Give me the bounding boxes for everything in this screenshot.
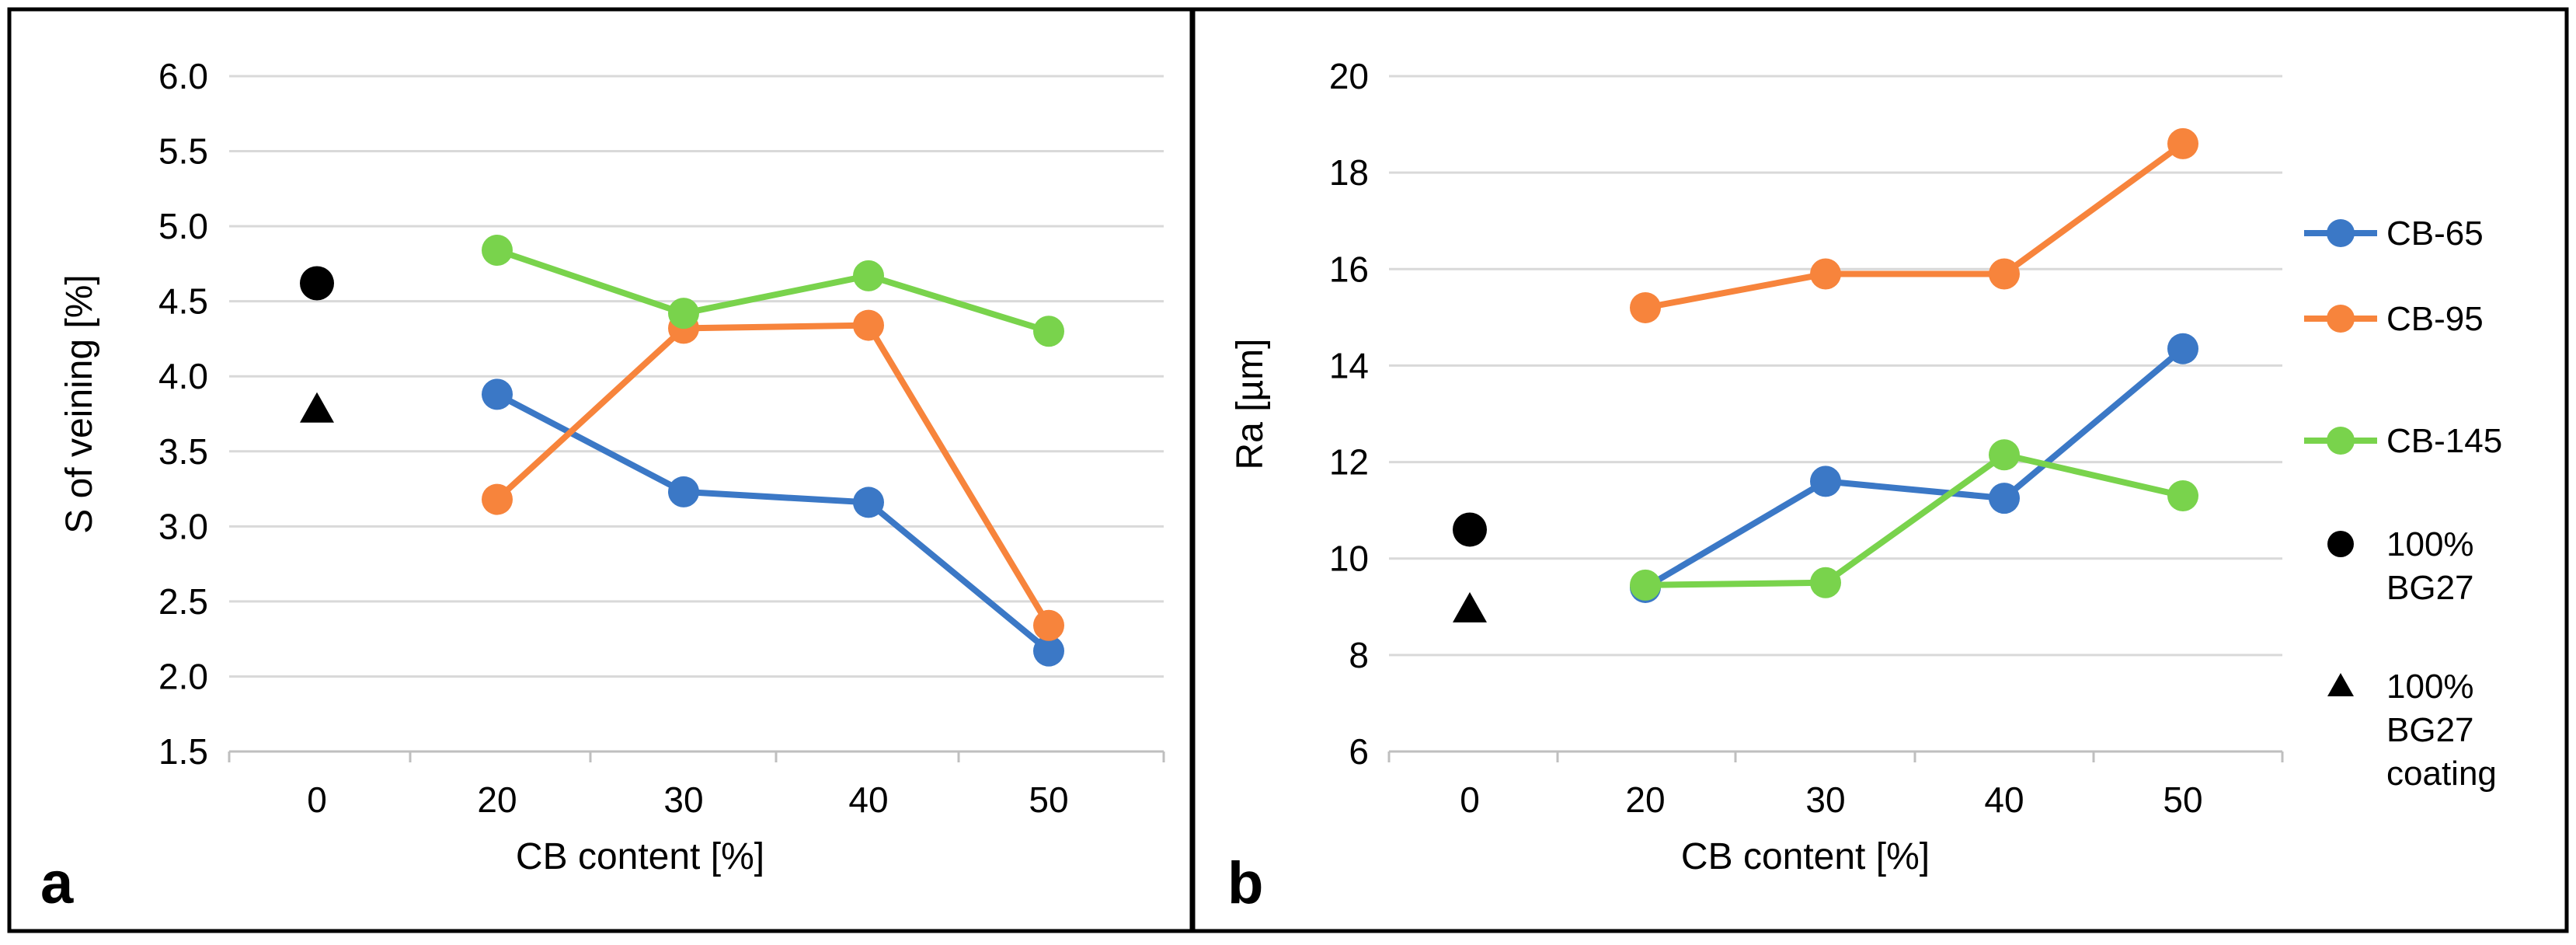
- panel-b-border: [1191, 7, 2569, 933]
- legend-label-line: CB-145: [2386, 422, 2502, 460]
- legend-label-cb-95: CB-95: [2386, 300, 2484, 338]
- legend-label-cb-65: CB-65: [2386, 214, 2484, 253]
- legend: CB-65 CB-95 CB-145 100% BG27 100% BG27 coating: [2304, 214, 2502, 793]
- legend-label-cb-145: CB-145: [2386, 422, 2502, 460]
- panel-a-series-cb-145-point: [668, 298, 699, 330]
- panel-a-series-cb-95-point: [853, 309, 884, 341]
- panel-a-series-cb-65-point: [482, 378, 513, 410]
- panel-b-x-tick-label: 20: [1625, 779, 1665, 820]
- panel-b-series-cb-65-point: [1989, 483, 2020, 514]
- legend-marker-cb-95: [2327, 305, 2355, 333]
- legend-label-line: CB-95: [2386, 300, 2484, 338]
- panel-b-series-cb-145-point: [1810, 567, 1841, 598]
- panel-a-x-tick-label: 50: [1029, 779, 1068, 820]
- panel-b-x-tick-label: 0: [1460, 779, 1480, 820]
- panel-b-y-tick-label: 6: [1349, 731, 1369, 772]
- panel-a-series-cb-145-point: [482, 235, 513, 267]
- panel-b-series-cb-145-point: [1630, 569, 1661, 601]
- legend-marker-100-bg27-coating: [2327, 673, 2354, 696]
- panel-b-letter: b: [1227, 850, 1263, 916]
- panel-a-y-tick-label: 5.0: [158, 206, 208, 246]
- panel-a-x-tick-label: 20: [477, 779, 517, 820]
- legend-label-line: BG27: [2386, 569, 2474, 607]
- panel-a-plot: 1.5 2.0 2.5 3.0 3.5 4.0 4.5 5.0 5.5 6.0 0 20 30 40 50: [158, 56, 1165, 820]
- panel-a-y-tick-label: 3.0: [158, 506, 208, 546]
- panel-a-x-tick-label: 0: [307, 779, 327, 820]
- panel-b-series-cb-95-point: [2167, 127, 2198, 159]
- legend-label-line: 100%: [2386, 668, 2474, 706]
- panel-b-y-tick-label: 10: [1329, 539, 1369, 579]
- panel-b-x-tick-label: 40: [1984, 779, 2024, 820]
- panel-b-y-tick-label: 18: [1329, 152, 1369, 193]
- panel-b-x-tick-label: 50: [2163, 779, 2202, 820]
- panel-a-y-tick-label: 5.5: [158, 131, 208, 172]
- panel-b-y-tick-label: 16: [1329, 249, 1369, 289]
- panel-b-series-cb-95-point: [1630, 291, 1661, 323]
- panel-b-series-cb-95-point: [1810, 258, 1841, 290]
- panel-a-series-cb-95-point: [482, 483, 513, 515]
- panel-b-series-cb-145-point: [1989, 439, 2020, 471]
- panel-b-series-cb-65-point: [2167, 333, 2198, 364]
- panel-a-series-cb-95-point: [1033, 609, 1064, 641]
- panel-a-series-cb-145-line: [496, 247, 1050, 335]
- panel-a-series-cb-65-point: [668, 476, 699, 507]
- panel-b-series-cb-145-point: [2167, 480, 2198, 512]
- panel-a-series-cb-65-point: [1033, 635, 1064, 667]
- panel-a-x-axis-label: CB content [%]: [516, 836, 764, 877]
- legend-label-100-bg27-coating: 100% BG27 coating: [2386, 668, 2497, 793]
- panel-b-plot: 6 8 10 12 14 16 18 20 0 20 30 40 50: [1329, 56, 2284, 820]
- panel-a-y-tick-label: 2.5: [158, 581, 208, 622]
- legend-label-line: 100%: [2386, 525, 2474, 563]
- panel-b-y-tick-label: 12: [1329, 442, 1369, 483]
- panel-a-x-tick-label: 40: [848, 779, 888, 820]
- panel-a-series-100-bg27-coating-point: [300, 392, 334, 423]
- panel-b-x-tick-label: 30: [1805, 779, 1845, 820]
- panel-a-y-tick-label: 6.0: [158, 56, 208, 96]
- panel-a-series-cb-145-point: [1033, 316, 1064, 347]
- legend-item-100-bg27: 100% BG27: [2327, 525, 2474, 607]
- panel-a-y-axis-label: S of veining [%]: [59, 274, 100, 534]
- plot-layer: 1.52.02.53.03.54.04.55.05.56.00 20 30 40 506…: [158, 56, 2284, 820]
- panel-a-y-tick-label: 2.0: [158, 656, 208, 696]
- panel-b-series-cb-95-line: [1645, 141, 2185, 311]
- panel-a-y-tick-label: 1.5: [158, 731, 208, 772]
- panel-a-series-cb-95-line: [495, 322, 1052, 627]
- panel-b-y-tick-label: 8: [1349, 635, 1369, 675]
- panel-b-series-100-bg27-point: [1453, 512, 1487, 547]
- panel-a-series-100-bg27-point: [300, 266, 334, 301]
- legend-item-cb-95: CB-95: [2304, 300, 2484, 338]
- legend-marker-100-bg27: [2327, 531, 2354, 557]
- legend-label-line: BG27: [2386, 711, 2474, 749]
- panel-a-y-tick-label: 4.5: [158, 281, 208, 322]
- panel-a-letter: a: [40, 850, 74, 916]
- legend-item-100-bg27-coating: 100% BG27 coating: [2327, 668, 2497, 793]
- panel-b-y-tick-label: 14: [1329, 345, 1369, 385]
- panel-a-series-cb-145-point: [853, 260, 884, 291]
- panel-b-series-cb-95-point: [1989, 258, 2020, 290]
- panel-a-y-tick-label: 4.0: [158, 356, 208, 396]
- panel-b-x-axis-label: CB content [%]: [1681, 836, 1930, 877]
- legend-label-line: coating: [2386, 755, 2497, 793]
- panel-b-series-100-bg27-coating-point: [1453, 591, 1487, 622]
- panel-b-series-cb-65-point: [1810, 466, 1841, 497]
- panel-a-series-cb-65-line: [496, 391, 1051, 654]
- legend-item-cb-65: CB-65: [2304, 214, 2484, 253]
- panel-b-y-tick-label: 20: [1329, 56, 1369, 96]
- legend-label-100-bg27: 100% BG27: [2386, 525, 2474, 607]
- panel-a-series-cb-65-point: [853, 486, 884, 518]
- panel-a-x-tick-label: 30: [663, 779, 703, 820]
- legend-label-line: CB-65: [2386, 214, 2484, 253]
- panel-a-y-tick-label: 3.5: [158, 431, 208, 472]
- legend-marker-cb-65: [2327, 219, 2355, 247]
- panel-b-y-axis-label: Ra [µm]: [1230, 338, 1271, 469]
- legend-item-cb-145: CB-145: [2304, 422, 2502, 460]
- panel-b-series-cb-145-line: [1645, 452, 2184, 588]
- panel-b-series-cb-65-line: [1643, 346, 2185, 591]
- legend-marker-cb-145: [2327, 427, 2355, 455]
